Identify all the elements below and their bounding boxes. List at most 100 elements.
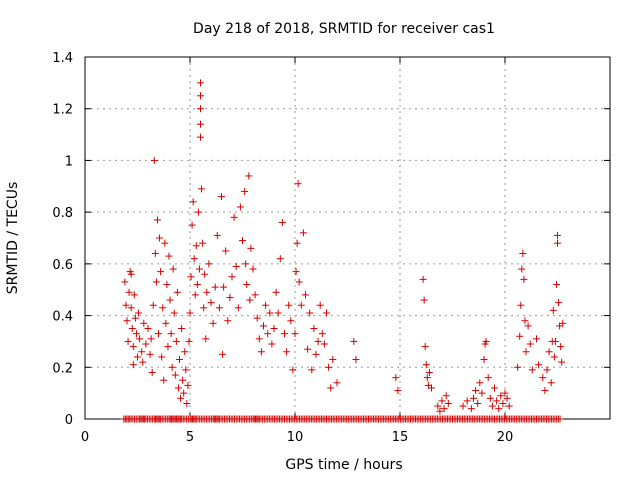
data-point <box>197 120 204 128</box>
data-point <box>158 353 166 361</box>
data-point <box>239 237 246 245</box>
data-point <box>179 376 187 384</box>
data-point <box>188 221 196 229</box>
data-point <box>198 185 206 193</box>
data-point <box>160 376 168 384</box>
data-point <box>163 281 171 289</box>
data-point <box>161 239 169 247</box>
data-point <box>522 348 530 356</box>
data-point <box>171 371 179 379</box>
data-point <box>519 250 527 258</box>
data-point <box>533 335 540 343</box>
data-point <box>173 288 181 296</box>
data-points <box>120 79 567 423</box>
data-point <box>257 348 265 356</box>
data-point <box>295 278 303 286</box>
data-point <box>130 291 138 299</box>
data-point <box>539 374 547 382</box>
data-point <box>558 358 566 366</box>
data-point <box>197 133 204 141</box>
data-point <box>434 402 442 410</box>
data-point <box>559 319 567 327</box>
data-point <box>249 265 257 273</box>
data-point <box>129 361 137 369</box>
data-point <box>218 193 225 201</box>
data-point <box>251 291 259 299</box>
data-point <box>144 325 152 332</box>
data-point <box>146 350 154 358</box>
data-point <box>554 239 561 247</box>
data-point <box>329 356 337 364</box>
data-point <box>224 317 232 325</box>
data-point <box>297 301 305 309</box>
y-tick-label: 1.4 <box>52 51 73 66</box>
data-point <box>222 247 230 255</box>
data-point <box>203 288 211 296</box>
data-point <box>194 208 202 216</box>
data-point <box>550 353 558 361</box>
data-point <box>228 273 236 281</box>
data-point <box>153 216 161 224</box>
data-point <box>488 402 496 410</box>
data-point <box>147 335 155 343</box>
data-point <box>136 335 144 343</box>
data-point <box>180 389 188 397</box>
data-point <box>156 234 164 242</box>
data-point <box>255 335 263 343</box>
data-point <box>135 309 143 317</box>
data-point <box>486 394 494 402</box>
x-tick-labels: 0 5 10 15 20 <box>81 430 513 445</box>
data-point <box>123 317 131 325</box>
data-point <box>172 337 180 345</box>
data-point <box>185 337 193 345</box>
data-point <box>197 105 204 113</box>
data-point <box>497 392 505 400</box>
data-point <box>316 301 324 309</box>
y-axis-label: SRMTID / TECUs <box>5 182 21 295</box>
data-point <box>181 348 189 356</box>
data-point <box>247 244 255 252</box>
data-point <box>232 262 240 270</box>
data-point <box>162 319 170 327</box>
y-tick-labels: 0 0.2 0.4 0.6 0.8 1 1.2 1.4 <box>52 51 73 428</box>
data-point <box>168 363 176 371</box>
data-point <box>138 348 146 356</box>
data-point <box>197 79 204 87</box>
data-point <box>442 392 450 400</box>
data-point <box>535 361 543 369</box>
data-point <box>159 304 167 312</box>
data-point <box>152 278 160 286</box>
data-point <box>274 309 282 317</box>
data-point <box>241 187 249 195</box>
data-point <box>440 405 448 413</box>
data-point <box>292 268 300 276</box>
data-point <box>352 356 360 364</box>
data-point <box>436 407 444 415</box>
data-point <box>291 330 299 338</box>
data-point <box>444 399 452 407</box>
data-point <box>472 387 480 395</box>
data-point <box>166 296 174 304</box>
x-tick-label: 5 <box>186 430 194 445</box>
data-point <box>184 381 192 389</box>
data-point <box>276 255 284 263</box>
data-point <box>463 397 471 405</box>
data-point <box>283 348 291 356</box>
data-point <box>520 275 528 283</box>
data-point <box>350 337 358 345</box>
data-point <box>554 231 561 239</box>
chart-title: Day 218 of 2018, SRMTID for receiver cas… <box>193 21 495 37</box>
data-point <box>314 337 322 345</box>
data-point <box>220 283 228 291</box>
data-point <box>480 356 488 364</box>
data-point <box>325 363 333 371</box>
data-point <box>150 156 158 164</box>
data-point <box>517 301 525 309</box>
data-point <box>318 330 326 338</box>
data-point <box>190 255 198 263</box>
data-point <box>526 340 534 348</box>
data-point <box>423 374 431 382</box>
data-point <box>207 299 215 307</box>
y-tick-label: 0.4 <box>52 310 73 325</box>
data-point <box>312 350 320 358</box>
